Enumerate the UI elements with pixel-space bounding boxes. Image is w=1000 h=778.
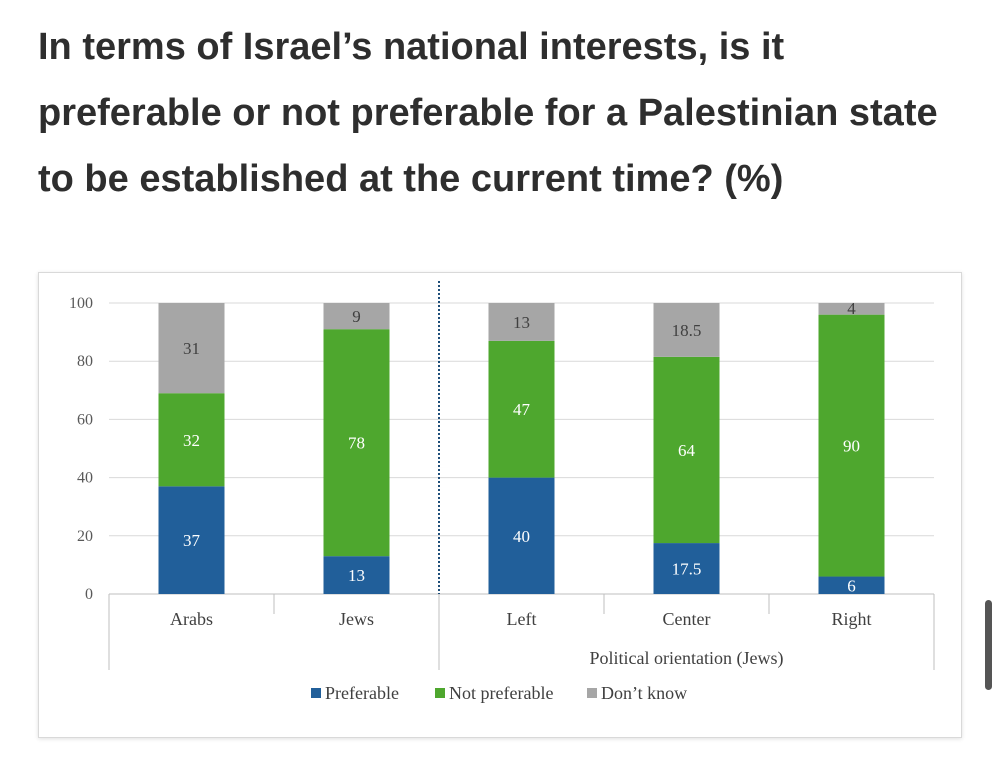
data-labels: 37 32 31 13 78 9 40 47 13 17.5 64 18.5 6 90 4: [183, 299, 860, 595]
group-label: Political orientation (Jews): [590, 648, 784, 669]
x-category-label: Right: [831, 609, 871, 629]
data-label: 32: [183, 431, 200, 450]
bar-segment: [323, 303, 390, 330]
data-label: 64: [678, 441, 696, 460]
legend-swatch: [311, 688, 321, 698]
legend-label: Preferable: [325, 683, 399, 703]
y-tick-label: 80: [77, 353, 93, 370]
bar-segment: [323, 556, 390, 594]
y-tick-label: 100: [69, 295, 93, 312]
scrollbar-thumb[interactable]: [985, 600, 992, 690]
x-category-label: Left: [507, 609, 537, 629]
bar-segment: [158, 486, 225, 594]
data-label: 18.5: [672, 321, 702, 340]
data-label: 90: [843, 437, 860, 456]
data-label: 31: [183, 339, 200, 358]
bar-segment: [488, 303, 555, 341]
y-tick-label: 60: [77, 411, 93, 428]
bar-segment: [653, 303, 720, 357]
data-label: 9: [352, 307, 361, 326]
data-label: 47: [513, 400, 531, 419]
bar-segment: [818, 314, 885, 577]
data-label: 4: [847, 299, 856, 318]
bar-segment: [488, 477, 555, 594]
chart-headline: In terms of Israel’s national interests,…: [38, 26, 938, 200]
y-tick-label: 20: [77, 528, 93, 545]
bar-segment: [158, 393, 225, 487]
data-label: 13: [348, 566, 365, 585]
bar-segment: [323, 329, 390, 557]
y-tick-label: 0: [85, 586, 93, 603]
legend-label: Not preferable: [449, 683, 553, 703]
data-label: 6: [847, 576, 856, 595]
data-label: 78: [348, 434, 365, 453]
legend-swatch: [587, 688, 597, 698]
stacked-bar-chart: 37 32 31 13 78 9 40 47 13 17.5 64 18.5 6 90 4 0 20 40 60 8…: [69, 281, 935, 703]
y-tick-label: 40: [77, 470, 93, 487]
data-label: 17.5: [672, 560, 702, 579]
legend: Preferable Not preferable Don’t know: [311, 683, 687, 703]
data-label: 37: [183, 531, 201, 550]
bar-segment: [653, 356, 720, 544]
axes: 0 20 40 60 80 100 Arabs Jews Left Center Right Poli…: [69, 281, 935, 670]
data-label: 40: [513, 527, 530, 546]
chart-card: 37 32 31 13 78 9 40 47 13 17.5 64 18.5 6 90 4 0 20 40 60 8…: [38, 272, 962, 738]
x-category-label: Center: [663, 609, 711, 629]
bar-segment: [158, 303, 225, 394]
bar-segment: [818, 303, 885, 315]
bar-segment: [818, 576, 885, 594]
data-label: 13: [513, 313, 530, 332]
legend-swatch: [435, 688, 445, 698]
legend-label: Don’t know: [601, 683, 687, 703]
x-category-label: Arabs: [170, 609, 213, 629]
bar-segment: [653, 543, 720, 594]
bars: [158, 303, 885, 594]
x-category-label: Jews: [339, 609, 374, 629]
bar-segment: [488, 340, 555, 478]
